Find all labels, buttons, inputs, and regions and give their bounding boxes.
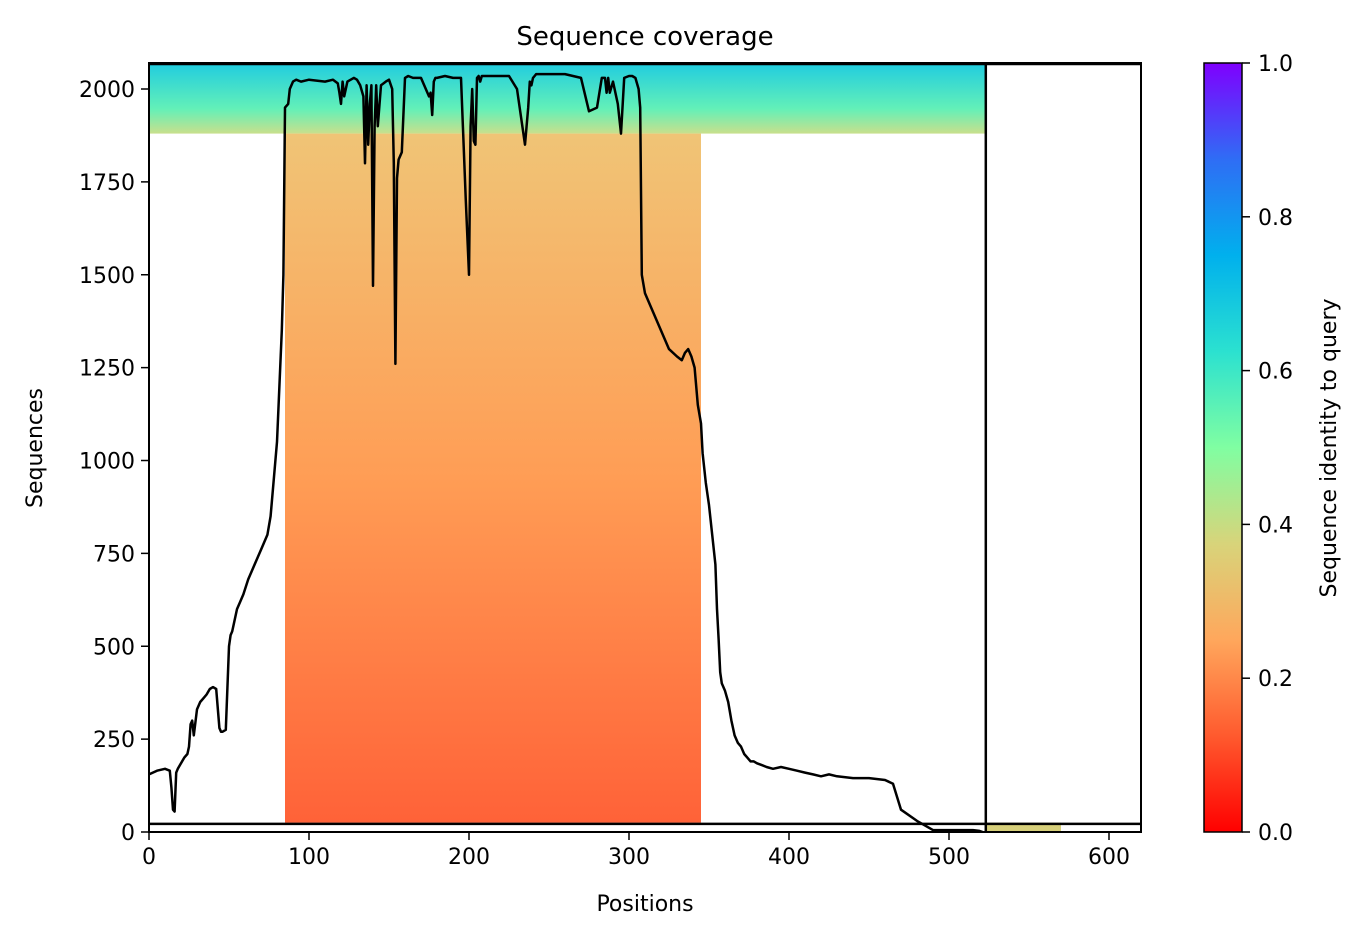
x-tick-label: 400 — [768, 845, 810, 870]
y-tick-label: 250 — [93, 728, 135, 753]
y-tick-label: 1250 — [79, 357, 135, 382]
y-axis-ticks: 0 250 500 750 1000 1250 1500 1750 2000 — [79, 78, 149, 846]
x-tick-label: 300 — [608, 845, 650, 870]
y-tick-label: 1000 — [79, 450, 135, 475]
x-axis-label: Positions — [596, 892, 693, 917]
x-axis-ticks: 0 100 200 300 400 500 600 — [142, 832, 1130, 870]
colorbar-tick-label: 0.0 — [1258, 821, 1293, 846]
coverage-blocks — [149, 63, 1061, 832]
y-tick-label: 2000 — [79, 78, 135, 103]
colorbar-tick-label: 1.0 — [1258, 52, 1293, 77]
y-tick-label: 1500 — [79, 264, 135, 289]
colorbar — [1203, 62, 1243, 833]
y-tick-label: 750 — [93, 542, 135, 567]
x-tick-label: 200 — [448, 845, 490, 870]
coverage-line-layer — [149, 72, 984, 832]
coverage-block-2 — [985, 822, 1061, 832]
y-tick-label: 1750 — [79, 171, 135, 196]
x-tick-label: 100 — [288, 845, 330, 870]
colorbar-label: Sequence identity to query — [1317, 298, 1342, 597]
colorbar-ticks: 0.0 0.2 0.4 0.6 0.8 1.0 — [1242, 52, 1293, 846]
y-tick-label: 0 — [121, 821, 135, 846]
x-tick-label: 0 — [142, 845, 156, 870]
colorbar-tick-label: 0.6 — [1258, 360, 1293, 385]
chart-title: Sequence coverage — [516, 22, 773, 52]
colorbar-tick-label: 0.2 — [1258, 667, 1293, 692]
x-tick-label: 600 — [1088, 845, 1130, 870]
y-tick-label: 500 — [93, 635, 135, 660]
y-axis-label: Sequences — [23, 388, 48, 508]
colorbar-tick-label: 0.4 — [1258, 513, 1293, 538]
plot-area — [149, 63, 1061, 832]
coverage-line — [149, 72, 984, 832]
colorbar-tick-label: 0.8 — [1258, 206, 1293, 231]
coverage-block-1 — [285, 133, 701, 823]
x-tick-label: 500 — [928, 845, 970, 870]
segment-boundaries — [149, 62, 1141, 832]
